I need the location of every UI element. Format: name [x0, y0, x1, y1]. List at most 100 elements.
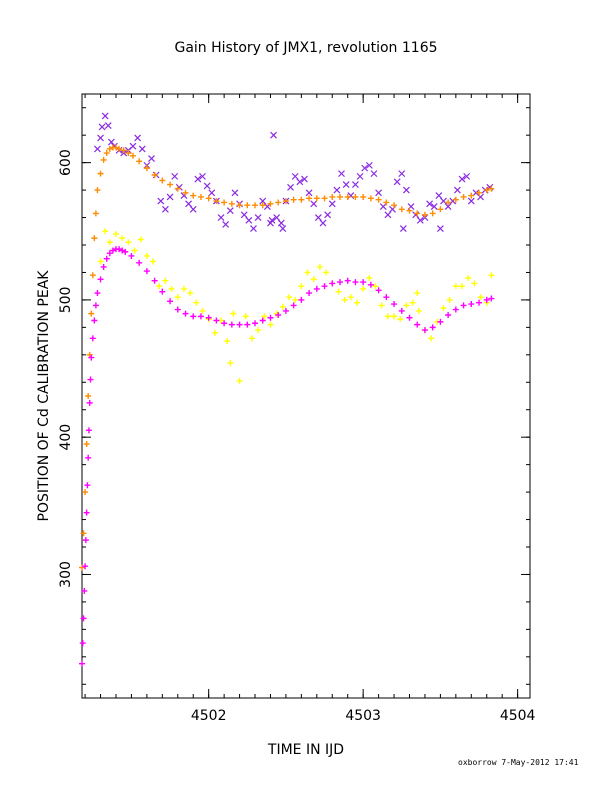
data-point	[79, 564, 85, 571]
data-point	[426, 200, 434, 208]
data-point	[279, 225, 287, 232]
x-tick-label: 4504	[500, 708, 536, 724]
data-point	[414, 321, 421, 328]
data-point	[168, 285, 175, 292]
data-point	[190, 313, 197, 320]
data-point	[375, 196, 382, 203]
data-point	[92, 302, 99, 309]
data-point	[298, 196, 305, 203]
data-point	[409, 299, 416, 306]
data-point	[282, 198, 289, 205]
data-point	[379, 203, 387, 210]
data-point	[252, 320, 259, 327]
data-point	[421, 211, 428, 218]
data-point	[240, 211, 248, 219]
data-point	[134, 134, 142, 142]
data-point	[275, 199, 282, 206]
data-point	[338, 170, 345, 178]
data-point	[437, 318, 444, 325]
data-point	[185, 200, 193, 208]
data-point	[84, 482, 91, 489]
data-point	[244, 202, 251, 209]
data-point	[89, 272, 96, 279]
data-point	[244, 321, 251, 328]
data-point	[296, 178, 304, 186]
data-point	[384, 211, 392, 219]
data-point	[137, 236, 144, 243]
data-point	[445, 312, 452, 319]
data-point	[292, 296, 299, 303]
data-point	[97, 134, 104, 142]
data-point	[103, 150, 110, 157]
data-point	[316, 263, 323, 270]
data-point	[228, 321, 235, 328]
data-point	[435, 192, 443, 200]
data-point	[453, 186, 461, 194]
data-point	[286, 294, 293, 301]
data-point	[321, 283, 328, 290]
data-point	[336, 279, 343, 286]
data-point	[329, 193, 336, 200]
y-tick-label: 500	[58, 287, 74, 314]
data-point	[129, 152, 136, 159]
data-point	[97, 170, 104, 177]
data-point	[242, 313, 249, 320]
data-point	[321, 195, 328, 202]
data-point	[313, 285, 320, 292]
data-point	[319, 219, 327, 227]
data-point	[259, 202, 266, 209]
data-point	[221, 199, 228, 206]
data-point	[128, 252, 135, 259]
data-point	[304, 269, 311, 276]
data-point	[151, 171, 158, 178]
data-point	[85, 454, 92, 461]
data-point	[452, 196, 459, 203]
series-0	[94, 112, 494, 232]
data-point	[290, 196, 297, 203]
data-point	[80, 615, 87, 622]
data-point	[259, 317, 266, 324]
data-point	[119, 235, 126, 242]
data-point	[224, 338, 231, 345]
data-point	[88, 310, 95, 317]
data-point	[366, 274, 373, 281]
data-point	[347, 294, 354, 301]
data-point	[352, 279, 359, 286]
data-point	[344, 277, 351, 284]
data-point	[476, 299, 483, 306]
data-point	[393, 178, 401, 186]
data-point	[91, 235, 98, 242]
data-point	[182, 310, 189, 317]
data-point	[245, 216, 253, 224]
data-point	[298, 283, 305, 290]
data-point	[445, 199, 452, 206]
data-point	[79, 640, 86, 647]
data-point	[414, 290, 421, 297]
data-point	[452, 306, 459, 313]
data-point	[275, 312, 282, 319]
data-point	[328, 200, 336, 208]
data-point	[100, 156, 107, 163]
data-point	[199, 307, 206, 314]
data-point	[398, 307, 405, 314]
data-point	[397, 316, 404, 323]
chart-title: Gain History of JMX1, revolution 1165	[174, 40, 437, 56]
data-point	[143, 252, 150, 259]
data-point	[336, 193, 343, 200]
data-point	[94, 145, 101, 153]
data-point	[120, 147, 127, 154]
data-point	[104, 122, 112, 129]
data-point	[167, 298, 174, 305]
data-point	[399, 225, 407, 232]
data-point	[167, 181, 174, 188]
data-point	[255, 327, 262, 334]
data-point	[398, 206, 405, 213]
data-point	[310, 276, 317, 283]
data-point	[356, 172, 364, 180]
data-point	[310, 200, 318, 208]
data-point	[437, 206, 444, 213]
y-tick-label: 600	[58, 149, 74, 176]
data-point	[236, 377, 243, 384]
data-point	[87, 376, 94, 383]
data-point	[254, 214, 262, 221]
